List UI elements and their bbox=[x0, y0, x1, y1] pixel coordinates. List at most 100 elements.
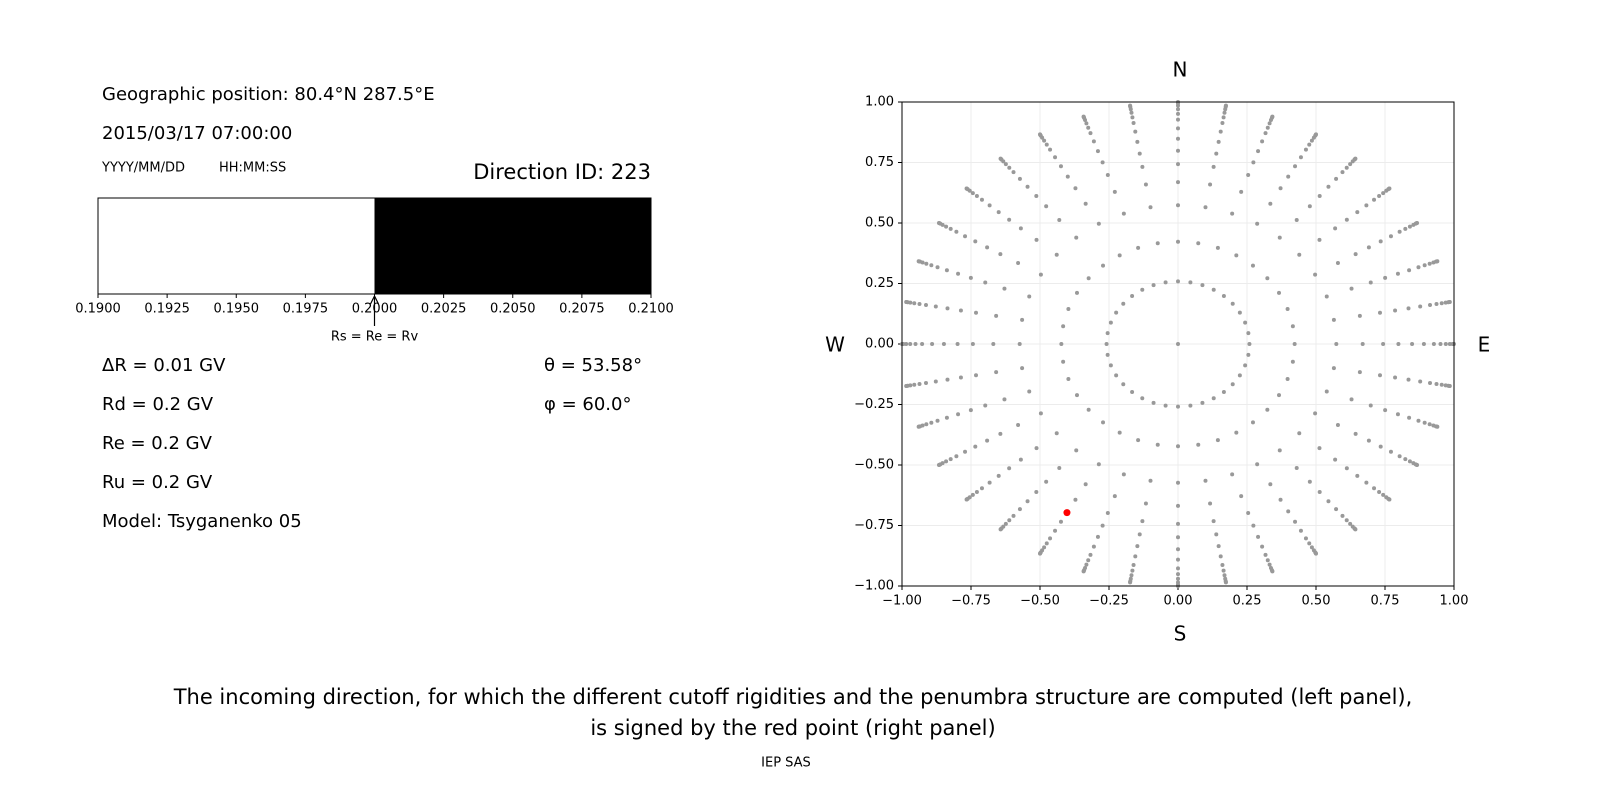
sky-point bbox=[1427, 261, 1432, 266]
sky-point bbox=[1255, 462, 1260, 467]
sky-point bbox=[1136, 245, 1141, 250]
sky-point bbox=[912, 301, 917, 306]
sky-point bbox=[1234, 253, 1239, 258]
sky-point bbox=[1176, 180, 1180, 185]
sky-point bbox=[964, 186, 969, 191]
sky-point bbox=[970, 492, 975, 497]
sky-point bbox=[1048, 536, 1053, 541]
sky-point bbox=[1151, 283, 1156, 288]
sky-point bbox=[1088, 552, 1093, 557]
sky-point bbox=[1421, 342, 1426, 346]
sky-point bbox=[1137, 151, 1142, 156]
sky-point bbox=[1038, 132, 1042, 137]
sky-point bbox=[1044, 541, 1049, 546]
sky-point bbox=[912, 382, 917, 387]
sky-point bbox=[1334, 507, 1339, 512]
sky-point bbox=[983, 280, 988, 285]
parameter: ΔR = 0.01 GV bbox=[102, 355, 226, 376]
sky-point bbox=[916, 424, 921, 429]
sky-point bbox=[998, 431, 1003, 436]
sky-point bbox=[904, 384, 909, 389]
sky-point bbox=[1278, 497, 1283, 502]
sky-point bbox=[1003, 521, 1008, 526]
sky-point bbox=[1211, 396, 1216, 401]
sky-point bbox=[1221, 294, 1226, 299]
sky-point bbox=[929, 420, 934, 425]
sky-point bbox=[1117, 430, 1122, 435]
sky-point bbox=[1317, 193, 1322, 198]
sky-point bbox=[1313, 272, 1318, 277]
x-tick-label: 0.1925 bbox=[144, 302, 190, 317]
sky-point bbox=[1314, 551, 1318, 556]
sky-point bbox=[1208, 501, 1213, 506]
sky-point bbox=[913, 342, 918, 346]
sky-point bbox=[1317, 446, 1322, 451]
compass-label: N bbox=[1173, 58, 1188, 82]
x-tick-label: 0.2050 bbox=[490, 302, 536, 317]
sky-point bbox=[1034, 490, 1039, 495]
sky-point bbox=[1388, 234, 1393, 239]
sky-point bbox=[1196, 241, 1201, 246]
sky-point bbox=[1034, 237, 1039, 242]
sky-point bbox=[974, 373, 979, 378]
sky-point bbox=[1340, 513, 1345, 518]
sky-point bbox=[973, 239, 978, 244]
sky-point bbox=[1053, 528, 1058, 533]
sky-point bbox=[1265, 558, 1270, 563]
sky-point bbox=[956, 271, 961, 276]
sky-point bbox=[1155, 241, 1160, 246]
sky-point bbox=[983, 403, 988, 408]
sky-point bbox=[1230, 301, 1235, 306]
sky-point bbox=[1058, 519, 1063, 524]
x-tick-label: 0.1900 bbox=[75, 302, 121, 317]
sky-point bbox=[1131, 121, 1136, 126]
sky-point bbox=[1353, 252, 1358, 257]
x-tick-label: −0.50 bbox=[1020, 594, 1060, 609]
sky-point bbox=[1054, 431, 1059, 436]
sky-point bbox=[1438, 342, 1443, 346]
sky-point bbox=[1007, 217, 1012, 222]
sky-point bbox=[1326, 184, 1331, 189]
sky-point bbox=[1130, 294, 1135, 299]
sky-point bbox=[1418, 304, 1423, 309]
compass-label: E bbox=[1478, 333, 1491, 357]
sky-point bbox=[917, 302, 922, 307]
sky-point bbox=[1439, 301, 1444, 306]
sky-point bbox=[1176, 535, 1180, 540]
y-tick-label: 0.25 bbox=[865, 276, 894, 291]
sky-point bbox=[1084, 562, 1089, 567]
sky-point bbox=[1214, 532, 1219, 537]
sky-point bbox=[1048, 147, 1053, 152]
sky-point bbox=[916, 259, 921, 264]
sky-point bbox=[945, 306, 950, 311]
sky-point bbox=[1074, 448, 1079, 453]
sky-point bbox=[1331, 317, 1336, 322]
sky-point bbox=[968, 275, 973, 280]
sky-point bbox=[1303, 147, 1308, 152]
sky-point bbox=[1176, 107, 1180, 112]
sky-point bbox=[1397, 229, 1402, 234]
sky-point bbox=[1016, 261, 1021, 266]
sky-point bbox=[1334, 342, 1339, 346]
sky-point bbox=[1042, 138, 1047, 143]
sky-point bbox=[1002, 286, 1007, 291]
sky-point bbox=[979, 197, 984, 202]
sky-point bbox=[974, 489, 979, 494]
sky-point bbox=[1293, 519, 1298, 524]
sky-point bbox=[1034, 193, 1039, 198]
x-tick-label: −0.25 bbox=[1089, 594, 1129, 609]
sky-point bbox=[1196, 442, 1201, 447]
sky-point bbox=[1083, 482, 1088, 487]
sky-point bbox=[1176, 117, 1180, 122]
sky-point bbox=[1148, 205, 1153, 210]
sky-point bbox=[1277, 290, 1282, 295]
y-tick-label: −0.50 bbox=[854, 458, 894, 473]
sky-point bbox=[1027, 294, 1032, 299]
sky-point bbox=[1348, 162, 1353, 167]
sky-point bbox=[1211, 519, 1216, 524]
sky-point bbox=[1025, 184, 1030, 189]
caption: The incoming direction, for which the di… bbox=[173, 685, 1413, 709]
sky-point bbox=[933, 379, 938, 384]
sky-point bbox=[1416, 265, 1421, 270]
sky-point bbox=[1260, 544, 1265, 549]
